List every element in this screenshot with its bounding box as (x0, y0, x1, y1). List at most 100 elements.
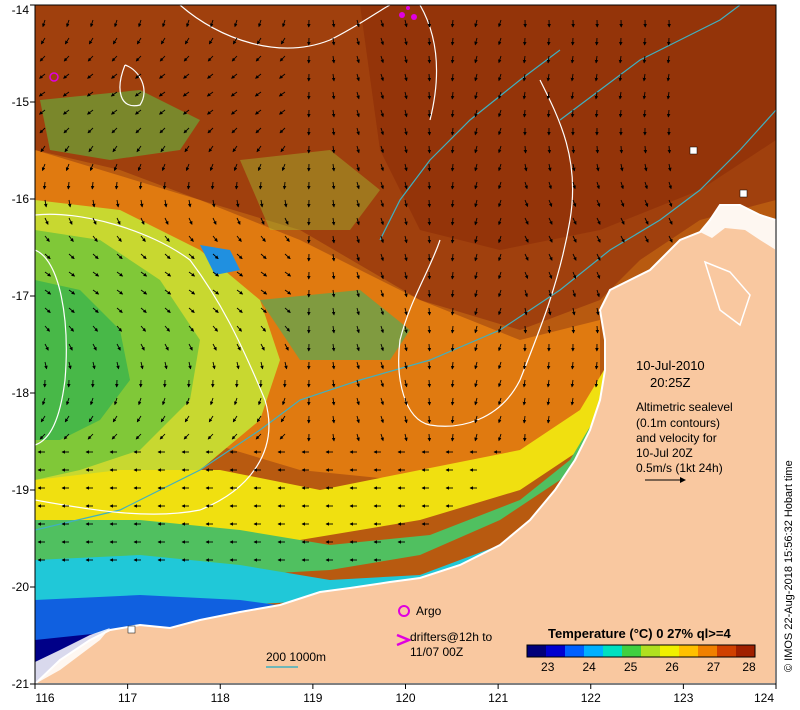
velocity-arrow (114, 19, 118, 28)
velocity-arrow (572, 217, 577, 225)
velocity-arrow (43, 199, 48, 208)
velocity-arrow (188, 253, 195, 260)
velocity-arrow (498, 109, 502, 118)
velocity-arrow (450, 91, 455, 100)
velocity-arrow (164, 307, 171, 313)
velocity-arrow (284, 235, 290, 242)
velocity-arrow (522, 73, 527, 82)
velocity-arrow (63, 55, 70, 62)
velocity-arrow (427, 145, 432, 154)
velocity-arrow (140, 343, 145, 351)
velocity-arrow (64, 415, 70, 423)
velocity-arrow (427, 235, 432, 244)
velocity-arrow (474, 127, 478, 136)
velocity-arrow (212, 343, 217, 351)
velocity-arrow (331, 109, 336, 118)
velocity-arrow (255, 433, 262, 440)
velocity-arrow (644, 181, 648, 190)
velocity-arrow (498, 307, 502, 316)
velocity-arrow (188, 235, 194, 242)
velocity-arrow (68, 289, 76, 295)
velocity-arrow (88, 415, 94, 423)
velocity-arrow (572, 271, 577, 280)
velocity-arrow (380, 343, 384, 352)
velocity-arrow (331, 127, 336, 136)
y-tick-label: -19 (12, 483, 30, 497)
velocity-arrow (184, 145, 190, 153)
velocity-arrow (356, 343, 360, 352)
velocity-arrow (356, 73, 360, 82)
velocity-arrow (572, 163, 576, 172)
velocity-arrow (523, 325, 528, 334)
velocity-arrow (212, 307, 219, 313)
velocity-arrow (570, 55, 575, 64)
velocity-arrow (570, 379, 575, 388)
velocity-arrow (236, 289, 244, 295)
velocity-arrow (380, 325, 384, 334)
velocity-arrow (427, 379, 432, 388)
velocity-arrow (618, 73, 623, 82)
velocity-arrow (260, 361, 264, 370)
velocity-arrow (594, 55, 599, 64)
velocity-arrow (236, 325, 242, 332)
y-tick-label: -15 (12, 95, 30, 109)
velocity-arrow (356, 163, 360, 172)
velocity-arrow (258, 397, 262, 406)
velocity-arrow (404, 73, 408, 82)
velocity-arrow (42, 397, 46, 406)
velocity-arrow (182, 91, 190, 97)
velocity-arrow (66, 181, 71, 190)
velocity-arrow (666, 55, 671, 64)
velocity-arrow (450, 433, 455, 442)
velocity-arrow (356, 55, 360, 64)
velocity-arrow (212, 361, 216, 370)
altimetry-line-4: 10-Jul 20Z (636, 446, 693, 460)
velocity-arrow (404, 199, 408, 208)
velocity-arrow (230, 109, 238, 115)
velocity-arrow (450, 199, 455, 208)
velocity-arrow (427, 415, 432, 424)
velocity-arrow (254, 91, 262, 97)
velocity-arrow (356, 253, 360, 262)
velocity-arrow (89, 163, 94, 172)
velocity-arrow (546, 361, 551, 370)
velocity-arrow (68, 361, 72, 370)
velocity-arrow (331, 217, 336, 226)
velocity-arrow (284, 271, 292, 277)
velocity-arrow (111, 73, 118, 79)
velocity-arrow (163, 199, 168, 208)
velocity-arrow (474, 343, 478, 352)
velocity-arrow (331, 37, 336, 46)
colorbar-frame (526, 644, 756, 658)
velocity-arrow (284, 307, 291, 313)
velocity-arrow (183, 55, 190, 62)
velocity-arrow (284, 253, 291, 260)
velocity-arrow (596, 307, 600, 316)
velocity-arrow (356, 307, 360, 316)
velocity-arrow (427, 361, 432, 370)
velocity-arrow (207, 55, 214, 62)
velocity-arrow (234, 397, 238, 406)
velocity-arrow (594, 91, 599, 100)
velocity-arrow (40, 415, 46, 423)
velocity-arrow (498, 253, 502, 262)
velocity-arrow (232, 415, 238, 423)
velocity-arrow (356, 379, 360, 388)
velocity-arrow (111, 55, 118, 62)
velocity-arrow (41, 163, 46, 172)
velocity-arrow (110, 109, 118, 115)
velocity-arrow (236, 271, 244, 277)
velocity-arrow (356, 199, 360, 208)
velocity-arrow (88, 37, 94, 45)
velocity-arrow (234, 181, 239, 190)
velocity-arrow (427, 271, 432, 280)
velocity-arrow (284, 325, 290, 332)
velocity-arrow (331, 73, 336, 82)
velocity-arrow (596, 199, 601, 208)
velocity-arrow (474, 325, 478, 334)
velocity-arrow (114, 181, 119, 190)
colorbar-tick-label: 28 (742, 660, 756, 674)
velocity-arrow (474, 307, 478, 316)
velocity-arrow (260, 289, 268, 295)
velocity-arrow (260, 253, 267, 260)
